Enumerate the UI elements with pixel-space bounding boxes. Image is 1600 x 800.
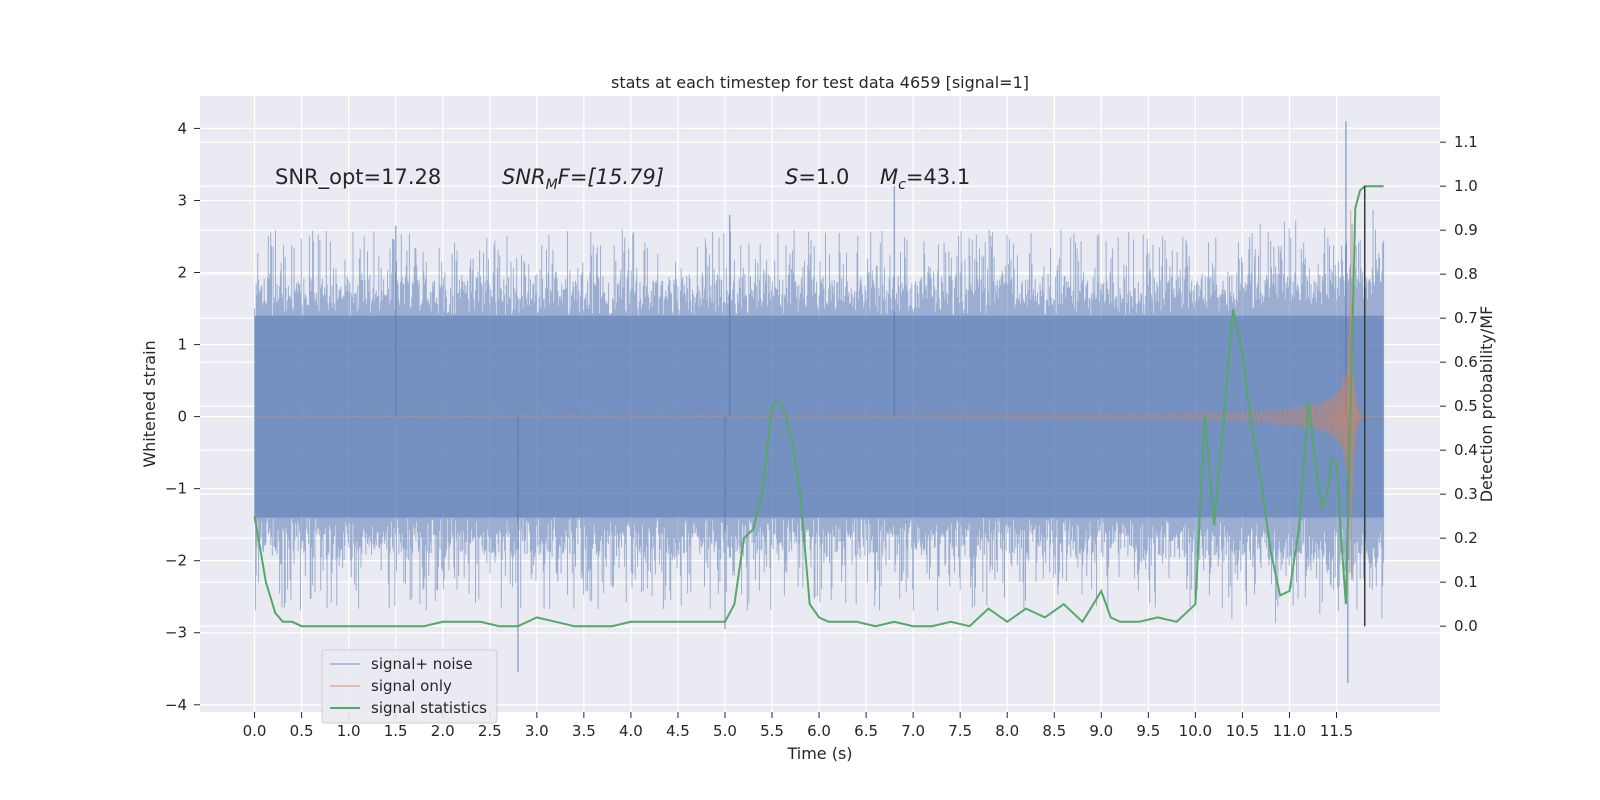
x-tick-label: 2.5	[478, 722, 502, 740]
y-axis-ticks: 4 3 2 1 0 −1 −2 −3 −4	[165, 119, 200, 714]
y-tick-label: 0	[177, 408, 187, 426]
x-tick-label: 3.0	[525, 722, 549, 740]
y-right-tick-label: 1.1	[1454, 133, 1478, 151]
legend-box	[321, 649, 498, 724]
y-axis-right-ticks: 1.1 1.0 0.9 0.8 0.7 0.6 0.5 0.4 0.3 0.2 0.1 0.0	[1440, 133, 1478, 635]
y-right-tick-label: 0.2	[1454, 529, 1478, 547]
y-tick-label: −1	[165, 480, 187, 498]
series-signal-statistics	[253, 185, 1384, 628]
y-tick-label: 4	[177, 119, 187, 137]
x-tick-label: 5.5	[760, 722, 784, 740]
x-tick-label: 8.5	[1042, 722, 1066, 740]
y-right-tick-label: 0.0	[1454, 617, 1478, 635]
legend-label-signal-statistics: signal statistics	[371, 699, 487, 717]
x-tick-label: 8.0	[995, 722, 1019, 740]
x-tick-label: 6.5	[854, 722, 878, 740]
x-tick-label: 1.0	[337, 722, 361, 740]
y-right-tick-label: 0.3	[1454, 485, 1478, 503]
x-tick-label: 10.5	[1226, 722, 1259, 740]
annotation-s: S=1.0	[785, 165, 849, 189]
x-tick-label: 3.5	[572, 722, 596, 740]
y-right-tick-label: 0.8	[1454, 265, 1478, 283]
y-axis-label: Whitened strain	[140, 340, 159, 467]
y-tick-label: 1	[177, 336, 187, 354]
x-tick-label: 0.5	[290, 722, 314, 740]
x-axis-label: Time (s)	[786, 744, 852, 763]
x-tick-label: 0.0	[243, 722, 267, 740]
x-tick-label: 9.0	[1089, 722, 1113, 740]
y-right-tick-label: 1.0	[1454, 177, 1478, 195]
x-tick-label: 4.5	[666, 722, 690, 740]
annotation-snr-mf-rest: F=[15.79]	[558, 165, 664, 189]
x-tick-label: 5.0	[713, 722, 737, 740]
x-tick-label: 4.0	[619, 722, 643, 740]
y-right-tick-label: 0.5	[1454, 397, 1478, 415]
x-tick-label: 11.5	[1320, 722, 1353, 740]
x-tick-label: 10.0	[1179, 722, 1212, 740]
annotations: SNR_opt=17.28 SNRMF=[15.79] S=1.0 Mc=43.…	[275, 165, 970, 193]
annotation-snr-mf: SNRMF=[15.79]	[502, 165, 664, 193]
annotation-mc: Mc=43.1	[880, 165, 970, 193]
x-tick-label: 11.0	[1273, 722, 1306, 740]
y-tick-label: −4	[165, 696, 187, 714]
y-tick-label: 2	[177, 264, 187, 282]
y-right-tick-label: 0.4	[1454, 441, 1478, 459]
annotation-snr-opt: SNR_opt=17.28	[275, 165, 441, 190]
legend-label-signal-noise: signal+ noise	[371, 655, 473, 673]
y-tick-label: 3	[177, 191, 187, 209]
y-right-tick-label: 0.6	[1454, 353, 1478, 371]
annotation-mc-main: M	[880, 165, 898, 189]
series-signal-only	[254, 210, 1384, 580]
chart-title: stats at each timestep for test data 465…	[611, 73, 1029, 92]
y-axis-right-label: Detection probability/MF	[1477, 306, 1496, 503]
annotation-mc-sub: c	[898, 177, 906, 193]
signal-only-line	[254, 210, 1384, 580]
legend-label-signal-only: signal only	[371, 677, 452, 695]
x-tick-label: 9.5	[1136, 722, 1160, 740]
y-tick-label: −2	[165, 552, 187, 570]
x-tick-label: 2.0	[431, 722, 455, 740]
y-tick-label: −3	[165, 624, 187, 642]
signal-statistics-line	[253, 185, 1384, 628]
x-tick-label: 1.5	[384, 722, 408, 740]
x-tick-label: 7.5	[948, 722, 972, 740]
annotation-snr-mf-sub: M	[546, 177, 558, 193]
y-right-tick-label: 0.1	[1454, 573, 1478, 591]
annotation-mc-rest: =43.1	[906, 165, 970, 189]
x-axis-ticks: 0.0 0.5 1.0 1.5 2.0 2.5 3.0 3.5 4.0 4.5 5.0 5.5 6.0 6…	[243, 712, 1353, 740]
annotation-s-rest: =1.0	[798, 165, 849, 189]
annotation-snr-mf-main: SNR	[502, 165, 546, 189]
legend: signal+ noise signal only signal statist…	[321, 649, 498, 724]
x-tick-label: 7.0	[901, 722, 925, 740]
y-right-tick-label: 0.7	[1454, 309, 1478, 327]
y-right-tick-label: 0.9	[1454, 221, 1478, 239]
annotation-s-main: S	[785, 165, 798, 189]
x-tick-label: 6.0	[807, 722, 831, 740]
